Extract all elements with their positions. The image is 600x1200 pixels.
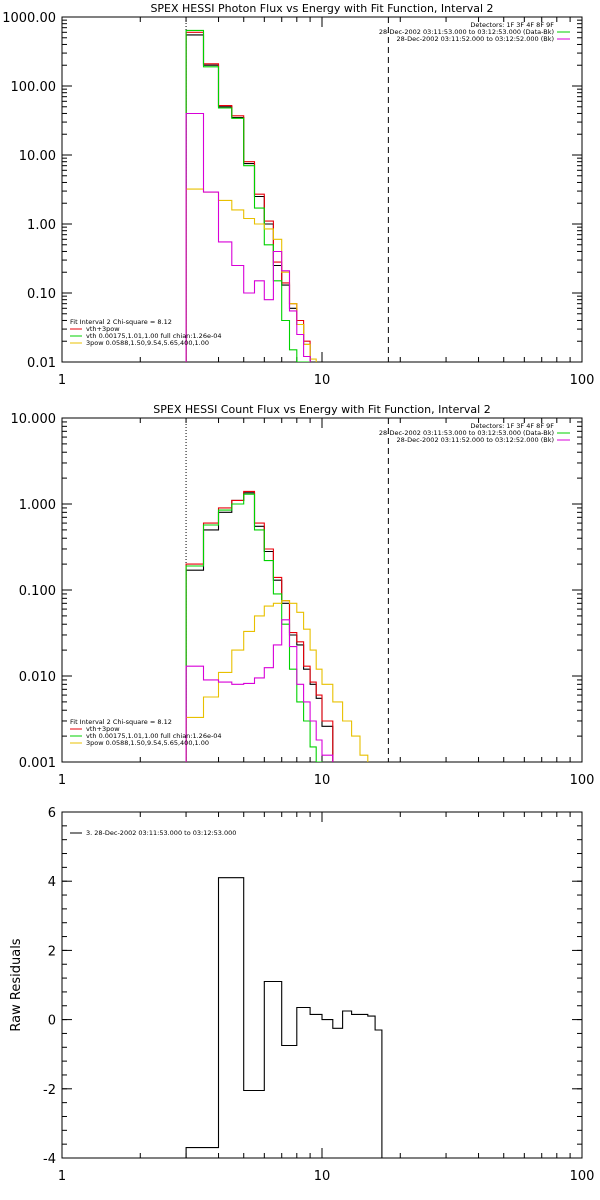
legend-title: Fit Interval 2 Chi-square = 8.12 [70, 318, 172, 326]
series-vth-histogram [185, 493, 323, 762]
info-line: Detectors: 1F 3F 4F 8F 9F [470, 422, 554, 430]
chart-title: SPEX HESSI Photon Flux vs Energy with Fi… [150, 2, 493, 15]
series-bk-histogram [185, 619, 334, 762]
series-3pow-histogram [185, 600, 369, 762]
y-tick-label: 100.00 [11, 80, 57, 95]
series-data-histogram [185, 492, 334, 762]
legend-label: 3pow 0.0588,1.50,9.54,5.65,400,1.00 [86, 739, 209, 747]
x-tick-label: 1 [58, 373, 66, 388]
series-residuals-histogram [185, 877, 389, 1158]
y-tick-label: 10.000 [11, 412, 57, 427]
plot-frame [61, 16, 583, 363]
x-tick-label: 10 [314, 373, 331, 388]
y-tick-label: 0.001 [19, 756, 56, 771]
series-data-histogram [185, 34, 311, 362]
x-tick-label: 100 [570, 1169, 595, 1184]
series-model-histogram [185, 490, 334, 762]
series-vth-histogram [185, 29, 311, 362]
x-tick-label: 10 [314, 773, 331, 788]
y-tick-label: -4 [43, 1152, 56, 1167]
legend-label: 3pow 0.0588,1.50,9.54,5.65,400,1.00 [86, 339, 209, 347]
legend-label: 3. 28-Dec-2002 03:11:53.000 to 03:12:53.… [86, 829, 236, 837]
y-tick-label: 0.01 [27, 356, 56, 371]
series-bk-histogram [185, 112, 311, 362]
legend-title: Fit Interval 2 Chi-square = 8.12 [70, 718, 172, 726]
legend-label: vth 0.00175,1.01,1.00 full chian:1.26e-0… [86, 332, 222, 340]
x-tick-label: 10 [314, 1169, 331, 1184]
chart-panel-3: Raw Residuals 1 10 100 -4 -2 0 2 4 6 3. 28-Dec-200… [9, 806, 594, 1184]
y-tick-label: 0.010 [19, 670, 56, 685]
x-tick-label: 100 [570, 773, 595, 788]
legend-label: vth+3pow [86, 325, 120, 333]
info-line: 28-Dec-2002 03:11:52.000 to 03:12:52.000… [397, 436, 555, 444]
chart-title: SPEX HESSI Count Flux vs Energy with Fit… [153, 403, 490, 416]
info-line: 28-Dec-2002 03:11:52.000 to 03:12:52.000… [397, 35, 555, 43]
data-area [185, 418, 389, 762]
y-tick-label: 6 [48, 806, 56, 821]
chart-panel-1: SPEX HESSI Photon Flux vs Energy with Fi… [2, 2, 594, 388]
plot-frame [61, 811, 583, 1159]
y-tick-label: 1.00 [27, 218, 56, 233]
y-axis-label: Raw Residuals [9, 938, 24, 1031]
x-tick-label: 100 [570, 373, 595, 388]
info-line: 28-Dec-2002 03:11:53.000 to 03:12:53.000… [379, 28, 554, 36]
y-tick-label: 0.100 [19, 584, 56, 599]
data-area [185, 17, 389, 362]
y-tick-label: 0.10 [27, 287, 56, 302]
series-model-histogram [185, 31, 311, 362]
info-line: Detectors: 1F 3F 4F 8F 9F [470, 21, 554, 29]
y-tick-label: 10.00 [19, 149, 56, 164]
y-tick-label: 1.000 [19, 498, 56, 513]
x-tick-label: 1 [58, 1169, 66, 1184]
legend-label: vth+3pow [86, 725, 120, 733]
y-tick-label: 0 [48, 1014, 56, 1029]
y-tick-label: 4 [48, 875, 56, 890]
x-tick-label: 1 [58, 773, 66, 788]
y-tick-label: 2 [48, 944, 56, 959]
data-area [185, 877, 389, 1158]
info-line: 28-Dec-2002 03:11:53.000 to 03:12:53.000… [379, 429, 554, 437]
y-tick-label: 1000.00 [2, 11, 56, 26]
legend-label: vth 0.00175,1.01,1.00 full chian:1.26e-0… [86, 732, 222, 740]
chart-panel-2: SPEX HESSI Count Flux vs Energy with Fit… [11, 403, 595, 788]
y-tick-label: -2 [43, 1083, 56, 1098]
